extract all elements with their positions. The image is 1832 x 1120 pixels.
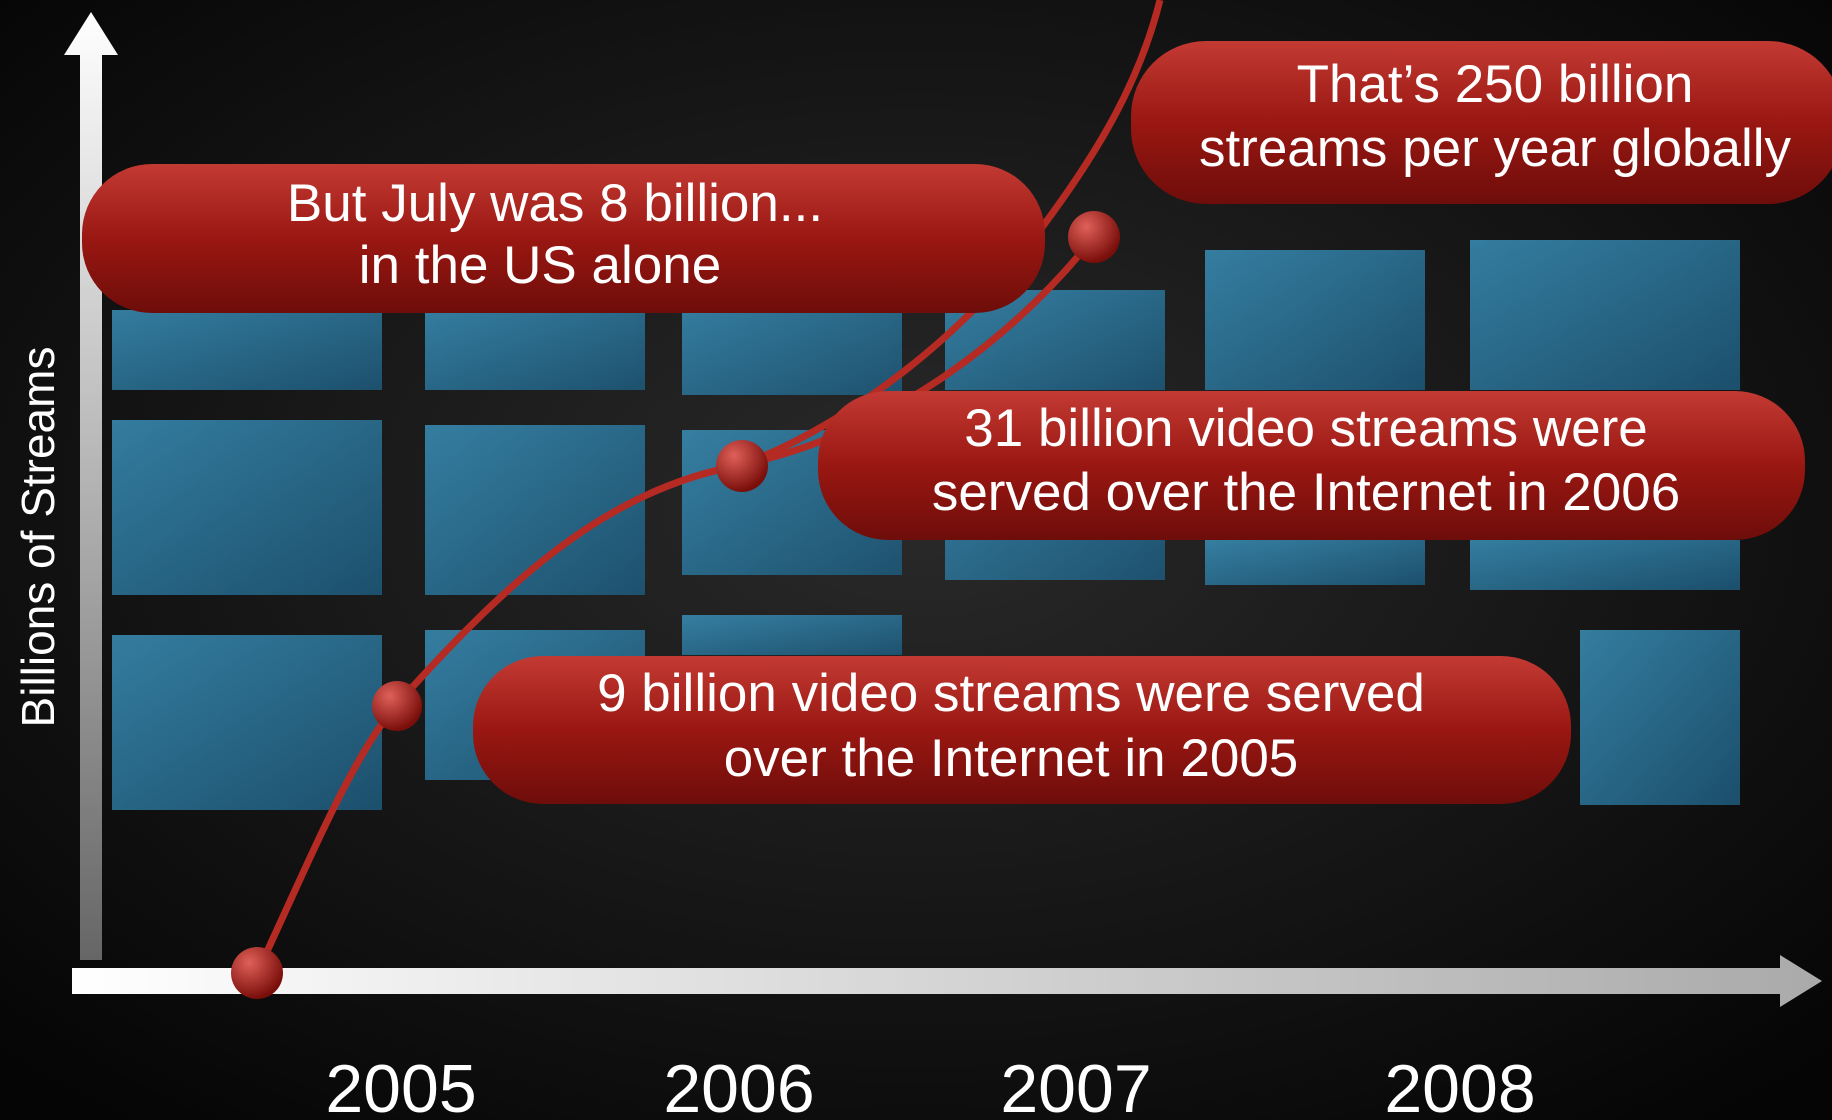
y-axis-label: Billions of Streams [12,347,64,728]
callout-box [1131,41,1832,204]
callout-text: 9 billion video streams were served [597,664,1425,723]
x-tick-label: 2008 [1384,1051,1535,1120]
screen-wall [112,240,1740,810]
callout-text: streams per year globally [1199,119,1792,178]
callout-text: But July was 8 billion... [287,174,823,233]
y-axis-arrow [64,12,118,960]
curve-dots [231,211,1120,999]
x-tick-label: 2007 [1000,1051,1151,1120]
callout-text: over the Internet in 2005 [724,729,1299,788]
x-axis-arrow [72,955,1822,1007]
callout-box [82,164,1045,313]
callouts: But July was 8 billion... in the US alon… [82,41,1832,804]
callout-box [473,656,1571,804]
x-tick-label: 2006 [663,1051,814,1120]
callout-box [818,391,1805,540]
callout-text: 31 billion video streams were [964,399,1647,458]
callout-text: in the US alone [359,236,721,295]
x-tick-label: 2005 [325,1051,476,1120]
callout-text: That’s 250 billion [1297,55,1694,114]
callout-text: served over the Internet in 2006 [932,463,1680,522]
growth-curve [253,234,1097,975]
